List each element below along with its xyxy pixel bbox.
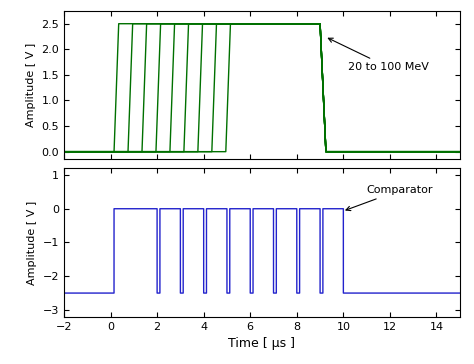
Y-axis label: Amplitude [ V ]: Amplitude [ V ] — [27, 200, 37, 285]
Y-axis label: Amplitude [ V ]: Amplitude [ V ] — [26, 43, 36, 127]
Text: Comparator: Comparator — [346, 185, 433, 211]
Text: 20 to 100 MeV: 20 to 100 MeV — [328, 38, 429, 72]
X-axis label: Time [ μs ]: Time [ μs ] — [228, 337, 295, 350]
